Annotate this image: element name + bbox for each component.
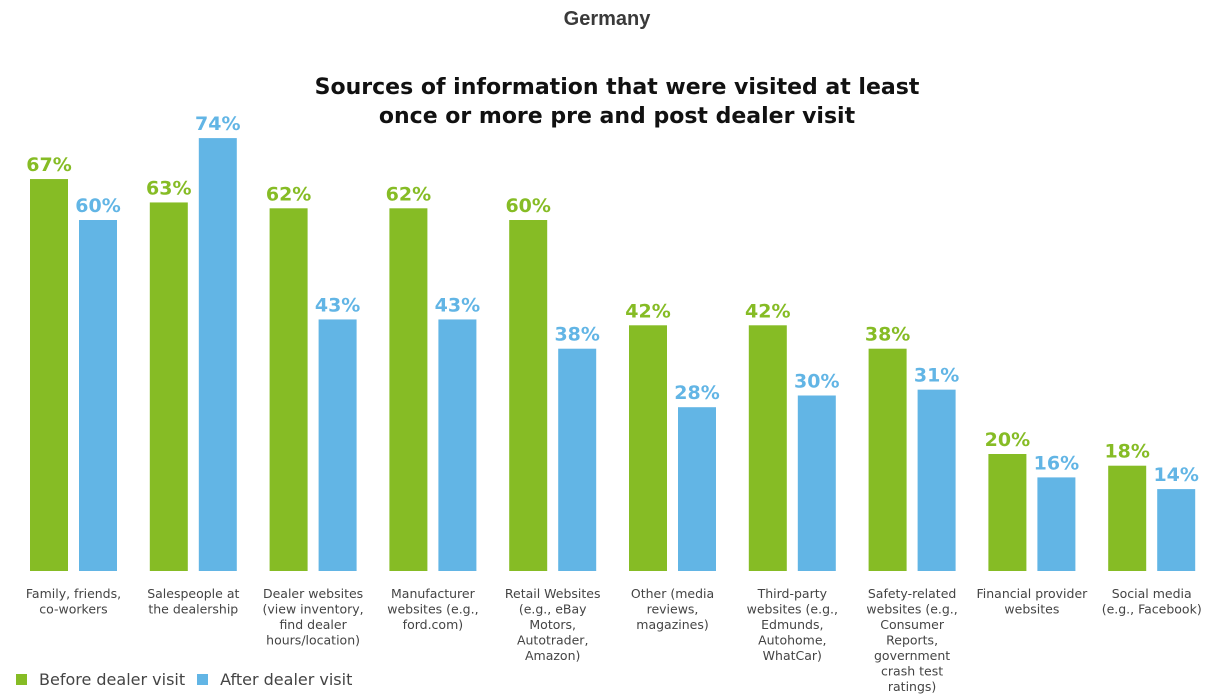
category-label-9-line-1: (e.g., Facebook) — [1102, 602, 1202, 617]
category-label-3-line-1: websites (e.g., — [387, 602, 478, 617]
category-label-7-line-0: Safety-related — [868, 586, 957, 601]
category-label-7-line-6: ratings) — [888, 679, 936, 694]
category-label-8-line-0: Financial provider — [977, 586, 1089, 601]
category-label-5-line-1: reviews, — [647, 602, 699, 617]
legend-label-after: After dealer visit — [220, 670, 353, 689]
bar-after-4 — [558, 348, 597, 571]
category-label-3-line-0: Manufacturer — [391, 586, 476, 601]
category-label-8-line-1: websites — [1004, 602, 1059, 617]
bar-after-7 — [917, 389, 956, 571]
chart-title-line-2: once or more pre and post dealer visit — [379, 104, 856, 129]
value-label-before-9: 18% — [1104, 441, 1149, 463]
category-label-0: Family, friends, co-workers — [26, 586, 121, 617]
value-label-after-5: 28% — [674, 382, 719, 404]
value-label-after-1: 74% — [195, 113, 240, 135]
category-label-2-line-3: hours/location) — [266, 633, 360, 648]
page-title: Germany — [563, 8, 651, 30]
category-label-7-line-5: crash test — [881, 664, 943, 679]
category-label-3-line-2: ford.com) — [403, 617, 463, 632]
value-label-before-0: 67% — [26, 154, 71, 176]
category-label-6-line-1: websites (e.g., — [747, 602, 838, 617]
legend-swatch-before — [16, 674, 27, 685]
category-label-7-line-2: Consumer — [880, 617, 945, 632]
category-label-0-line-0: Family, friends, — [26, 586, 121, 601]
category-label-4-line-4: Amazon) — [525, 648, 580, 663]
value-label-before-3: 62% — [386, 183, 431, 205]
category-label-4-line-0: Retail Websites — [505, 586, 601, 601]
value-label-after-6: 30% — [794, 371, 839, 393]
bar-before-5 — [629, 325, 667, 571]
bar-after-9 — [1157, 489, 1196, 571]
category-label-5: Other (media reviews, magazines) — [631, 586, 714, 632]
category-label-9: Social media (e.g., Facebook) — [1102, 586, 1202, 617]
bar-after-5 — [678, 407, 716, 571]
value-label-before-4: 60% — [505, 195, 550, 217]
bar-before-9 — [1108, 465, 1147, 571]
category-label-9-line-0: Social media — [1112, 586, 1192, 601]
category-label-8: Financial provider websites — [977, 586, 1089, 617]
category-label-4-line-3: Autotrader, — [517, 633, 588, 648]
category-label-6-line-3: Autohome, — [758, 633, 826, 648]
category-label-2-line-0: Dealer websites — [263, 586, 363, 601]
category-label-3: Manufacturer websites (e.g., ford.com) — [387, 586, 478, 632]
value-label-after-3: 43% — [435, 294, 480, 316]
value-label-after-2: 43% — [315, 294, 360, 316]
bar-after-2 — [318, 319, 357, 571]
value-label-after-7: 31% — [914, 365, 959, 387]
category-label-6-line-2: Edmunds, — [761, 617, 823, 632]
category-label-2: Dealer websites (view inventory, find deal… — [263, 586, 364, 648]
value-label-after-9: 14% — [1153, 464, 1198, 486]
bar-before-4 — [509, 220, 548, 571]
bar-after-0 — [79, 220, 117, 571]
category-label-0-line-1: co-workers — [39, 602, 107, 617]
category-label-4-line-2: Motors, — [529, 617, 576, 632]
category-label-7: Safety-related websites (e.g., Consumer Rep… — [866, 586, 957, 694]
category-label-7-line-1: websites (e.g., — [866, 602, 957, 617]
bar-before-1 — [149, 202, 188, 571]
bar-before-2 — [269, 208, 308, 572]
category-label-7-line-4: government — [874, 648, 950, 663]
bar-after-1 — [198, 138, 237, 571]
category-label-6-line-0: Third-party — [757, 586, 828, 601]
bars-layer — [30, 138, 1196, 572]
value-label-after-4: 38% — [554, 324, 599, 346]
value-label-before-5: 42% — [625, 300, 670, 322]
legend-item-after[interactable]: After dealer visit — [197, 670, 352, 689]
bar-before-0 — [30, 179, 68, 572]
value-labels-layer: 67%60%63%74%62%43%62%43%60%38%42%28%42%3… — [26, 113, 1199, 486]
category-label-1-line-0: Salespeople at — [147, 586, 239, 601]
bar-after-3 — [438, 319, 477, 571]
bar-after-8 — [1037, 477, 1076, 571]
category-label-2-line-2: find dealer — [279, 617, 347, 632]
bar-before-7 — [868, 348, 907, 571]
legend-swatch-after — [197, 674, 209, 685]
category-label-4-line-1: (e.g., eBay — [519, 602, 587, 617]
category-label-7-line-3: Reports, — [886, 633, 938, 648]
value-label-before-7: 38% — [865, 324, 910, 346]
category-label-5-line-2: magazines) — [636, 617, 708, 632]
value-label-after-8: 16% — [1034, 452, 1079, 474]
value-label-after-0: 60% — [75, 195, 120, 217]
legend: Before dealer visit After dealer visit — [16, 670, 364, 689]
bar-before-3 — [389, 208, 428, 572]
chart-title-line-1: Sources of information that were visited… — [315, 75, 920, 100]
category-label-2-line-1: (view inventory, — [263, 602, 364, 617]
value-label-before-8: 20% — [985, 429, 1030, 451]
category-label-6-line-4: WhatCar) — [763, 648, 822, 663]
legend-item-before[interactable]: Before dealer visit — [16, 670, 185, 689]
category-label-4: Retail Websites (e.g., eBay Motors, Autotra… — [505, 586, 601, 663]
category-label-1-line-1: the dealership — [148, 602, 238, 617]
category-label-5-line-0: Other (media — [631, 586, 714, 601]
bar-before-8 — [988, 454, 1027, 571]
bar-before-6 — [748, 325, 787, 571]
bar-after-6 — [797, 395, 836, 571]
value-label-before-1: 63% — [146, 177, 191, 199]
value-label-before-6: 42% — [745, 300, 790, 322]
category-labels-layer: Family, friends, co-workers Salespeople at… — [26, 586, 1202, 694]
legend-label-before: Before dealer visit — [39, 670, 186, 689]
value-label-before-2: 62% — [266, 183, 311, 205]
category-label-1: Salespeople at the dealership — [147, 586, 239, 617]
category-label-6: Third-party websites (e.g., Edmunds, Autoho… — [747, 586, 838, 663]
